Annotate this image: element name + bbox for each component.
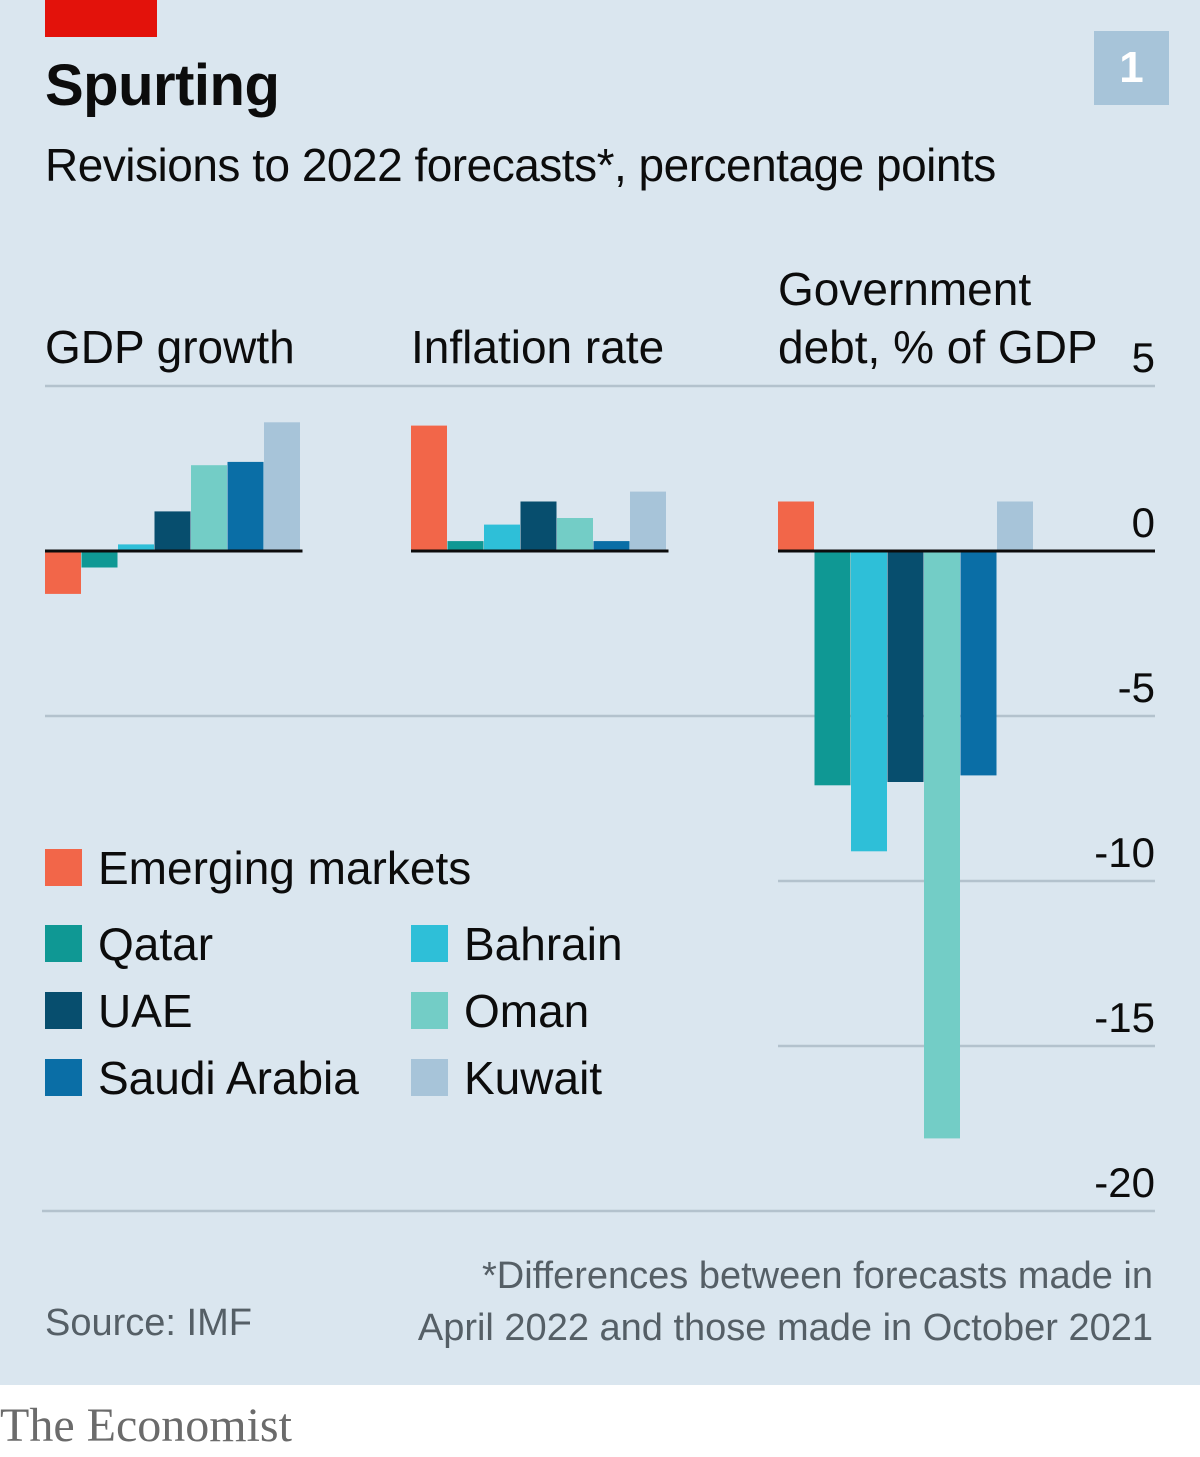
bar-emerging-markets bbox=[45, 551, 81, 594]
legend-label: Saudi Arabia bbox=[98, 1052, 359, 1104]
panel-title: Government debt, % of GDP bbox=[778, 263, 1098, 373]
y-tick-label: -15 bbox=[1094, 994, 1155, 1041]
bar-oman bbox=[191, 465, 227, 551]
bar-bahrain bbox=[851, 551, 887, 852]
legend-label: Bahrain bbox=[464, 918, 623, 970]
bar-emerging-markets bbox=[778, 501, 814, 551]
footnote: *Differences between forecasts made in A… bbox=[417, 1255, 1153, 1349]
bar-emerging-markets bbox=[411, 425, 447, 551]
bar-kuwait bbox=[264, 422, 300, 551]
y-tick-label: 5 bbox=[1132, 334, 1155, 381]
chart-subtitle: Revisions to 2022 forecasts*, percentage… bbox=[45, 139, 996, 191]
bar-qatar bbox=[447, 541, 484, 551]
bar-bahrain bbox=[118, 544, 154, 551]
bar-uae bbox=[887, 551, 924, 782]
panel-title: Inflation rate bbox=[411, 321, 664, 373]
bar-saudi-arabia bbox=[227, 461, 264, 551]
bar-oman bbox=[924, 551, 960, 1139]
chart-panel: Spurting Revisions to 2022 forecasts*, p… bbox=[0, 0, 1200, 1385]
y-tick-label: -10 bbox=[1094, 829, 1155, 876]
chart-plot: 5 -5 -10 -15 -20 0 GDP growth Inflation rate Gov… bbox=[42, 263, 1155, 1213]
legend-label: Emerging markets bbox=[98, 842, 471, 894]
legend-swatch bbox=[411, 925, 448, 962]
bar-qatar bbox=[814, 551, 851, 786]
panel-title: GDP growth bbox=[45, 321, 295, 373]
legend-swatch bbox=[45, 992, 82, 1029]
publisher-brand: The Economist bbox=[0, 1399, 292, 1452]
legend-swatch bbox=[411, 1059, 448, 1096]
bar-bahrain bbox=[484, 524, 520, 551]
legend-label: Qatar bbox=[98, 918, 213, 970]
legend-swatch bbox=[45, 849, 82, 886]
legend-swatch bbox=[45, 1059, 82, 1096]
bar-saudi-arabia bbox=[593, 541, 630, 551]
brand-red-bar bbox=[45, 0, 157, 37]
legend-label: Kuwait bbox=[464, 1052, 602, 1104]
bar-uae bbox=[154, 511, 191, 551]
chart-number-badge: 1 bbox=[1094, 31, 1169, 105]
bar-kuwait bbox=[997, 501, 1033, 551]
bar-oman bbox=[557, 518, 593, 551]
y-tick-label: -20 bbox=[1094, 1159, 1155, 1206]
legend-label: UAE bbox=[98, 985, 193, 1037]
y-tick-label: -5 bbox=[1118, 664, 1155, 711]
bar-saudi-arabia bbox=[960, 551, 997, 776]
bar-uae bbox=[520, 501, 557, 551]
legend-swatch bbox=[45, 925, 82, 962]
chart-title: Spurting bbox=[45, 53, 280, 118]
legend-label: Oman bbox=[464, 985, 589, 1037]
bar-qatar bbox=[81, 551, 118, 568]
y-tick-label: 0 bbox=[1132, 499, 1155, 546]
bar-kuwait bbox=[630, 491, 666, 551]
source-note: Source: IMF bbox=[45, 1302, 252, 1344]
legend-swatch bbox=[411, 992, 448, 1029]
